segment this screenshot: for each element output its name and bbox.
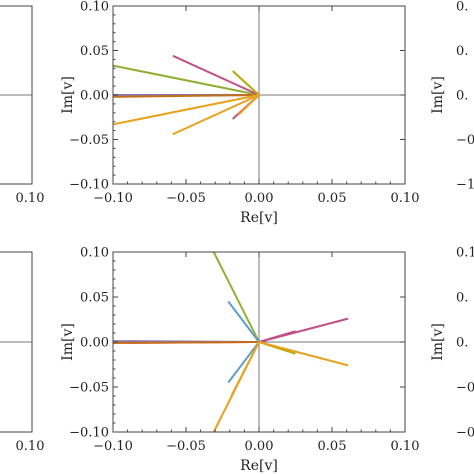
x-tick-label: 0.10 [16, 439, 45, 454]
y-tick-label: −0.05 [69, 133, 109, 148]
series-line [112, 94, 260, 98]
y-tick-label: 0. [456, 89, 468, 104]
y-axis-title: Im[v] [60, 76, 76, 114]
x-axis-title: Re[v] [240, 210, 278, 226]
x-tick-label: −0.05 [166, 439, 206, 454]
y-axis-title: Im[v] [60, 323, 76, 361]
x-tick-label: 0.10 [391, 439, 420, 454]
y-tick-label: 0.10 [80, 246, 109, 261]
x-tick-label: 0.10 [16, 191, 45, 206]
y-tick-label: 0.10 [80, 0, 109, 15]
series-line [237, 94, 260, 116]
y-axis-title: Im[v] [430, 323, 446, 361]
x-tick-label: 0.05 [318, 439, 347, 454]
y-tick-label: 0.1 [456, 246, 474, 261]
y-tick-label: −0. [456, 133, 474, 148]
x-tick-label: −0.05 [166, 191, 206, 206]
x-axis-title: Re[v] [240, 458, 278, 474]
y-tick-label: 0.05 [80, 291, 109, 306]
x-tick-label: 0.05 [318, 191, 347, 206]
y-tick-label: 0. [456, 291, 468, 306]
x-tick-label: −0.10 [93, 439, 133, 454]
plot-frame [0, 251, 33, 433]
series-line [227, 300, 260, 343]
plot-panel-bottom-center [112, 251, 406, 433]
y-tick-label: 0.00 [80, 336, 109, 351]
x-tick-label: 0.00 [245, 191, 274, 206]
x-tick-label: 0.00 [245, 439, 274, 454]
series-line [212, 251, 260, 343]
x-tick-label: −0.10 [93, 191, 133, 206]
series-line [112, 94, 260, 126]
y-tick-label: −0.05 [69, 381, 109, 396]
series-line [258, 341, 349, 367]
y-tick-label: −0.10 [69, 426, 109, 441]
plot-panel-top-center [112, 5, 406, 185]
y-axis-title: Im[v] [430, 76, 446, 114]
series-line [258, 330, 296, 343]
y-tick-label: 0. [456, 44, 468, 59]
partial-panel-bottom-left-partial [0, 251, 33, 433]
y-tick-label: −1 [456, 178, 474, 193]
y-tick-label: 0. [456, 336, 468, 351]
series-line [112, 341, 260, 344]
y-tick-label: 0.00 [80, 89, 109, 104]
y-tick-label: −0.10 [69, 178, 109, 193]
series-line [227, 341, 260, 384]
y-tick-label: −0. [456, 381, 474, 396]
plot-frame [0, 5, 33, 185]
series-line [172, 94, 260, 136]
series-line [230, 341, 260, 397]
x-tick-label: 0.10 [391, 191, 420, 206]
y-tick-label: 0. [456, 0, 468, 15]
partial-panel-top-left-partial [0, 5, 33, 185]
series-line [172, 54, 260, 96]
y-tick-label: −0.1 [456, 426, 474, 441]
series-line [232, 70, 260, 96]
y-tick-label: 0.05 [80, 44, 109, 59]
series-line [112, 64, 260, 96]
